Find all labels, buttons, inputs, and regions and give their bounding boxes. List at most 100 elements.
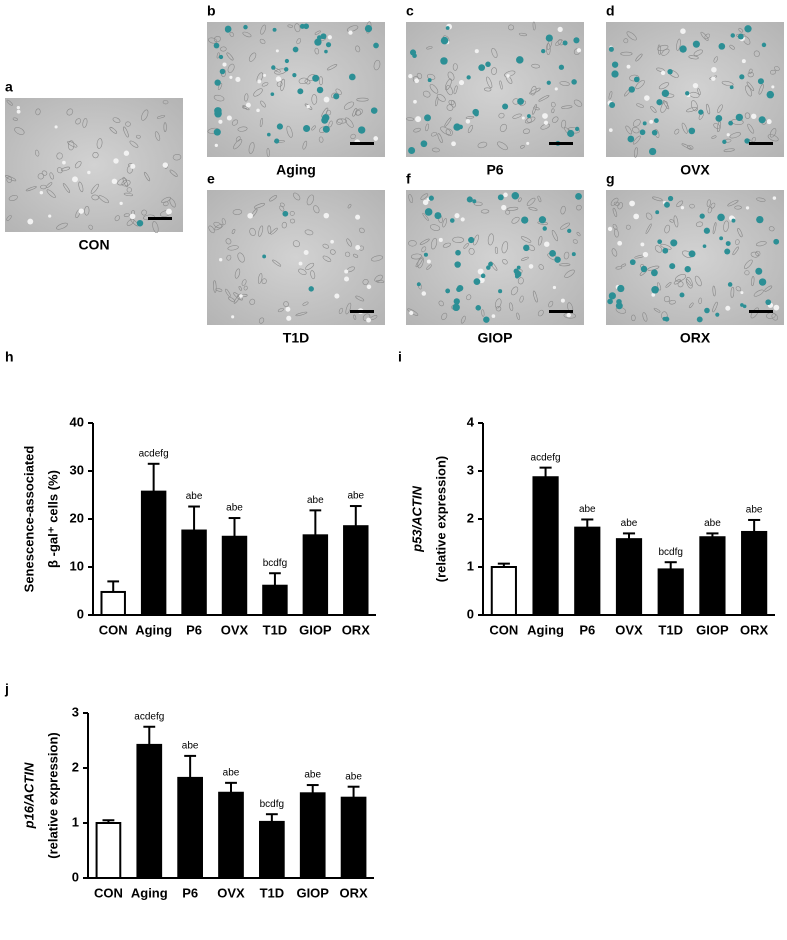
cell: [486, 76, 493, 89]
cell: [712, 222, 717, 235]
y-tick-label: 0: [77, 606, 84, 621]
cell: [522, 128, 531, 134]
stained-cell: [735, 113, 743, 122]
cell: [67, 141, 78, 148]
stained-cell: [485, 61, 491, 68]
cell: [62, 183, 71, 193]
cell: [516, 312, 520, 320]
significance-label: abe: [223, 767, 240, 778]
significance-label: abe: [182, 741, 199, 752]
bright-cell: [218, 119, 223, 124]
cell: [517, 277, 524, 285]
cell: [242, 105, 250, 111]
cell: [221, 218, 226, 225]
cell: [318, 76, 324, 86]
stained-cell: [573, 37, 580, 44]
panel-label: g: [606, 171, 615, 187]
stained-cell: [703, 227, 711, 234]
cell: [257, 273, 263, 284]
stained-cell: [292, 73, 297, 78]
cell: [229, 31, 234, 37]
cell: [353, 314, 357, 320]
cell: [561, 119, 567, 129]
bright-cell: [542, 113, 548, 119]
stained-cell: [562, 40, 568, 46]
stained-cell: [373, 42, 379, 49]
cell: [452, 63, 458, 71]
bright-cell: [348, 30, 353, 35]
bright-cell: [165, 208, 172, 215]
cell: [279, 205, 285, 212]
cell: [551, 229, 559, 242]
bright-cell: [344, 276, 350, 282]
cell: [163, 201, 169, 207]
y-axis-label: (relative expression): [45, 732, 60, 858]
cell: [645, 223, 652, 234]
cell: [704, 33, 711, 39]
cell: [551, 108, 555, 114]
cell: [441, 312, 448, 320]
cell: [498, 112, 505, 119]
stained-cell: [628, 86, 636, 93]
cell: [460, 315, 466, 324]
cell: [686, 106, 698, 113]
cell: [253, 88, 263, 97]
bright-cell: [330, 239, 334, 244]
cell: [241, 279, 247, 286]
cell: [463, 243, 469, 249]
bright-cell: [608, 128, 613, 132]
cell: [298, 268, 307, 275]
cell: [768, 226, 775, 232]
cell: [681, 122, 688, 134]
bright-cell: [72, 176, 78, 183]
cell: [217, 82, 223, 90]
stained-cell: [478, 64, 486, 71]
stained-cell: [715, 114, 723, 122]
cell: [706, 199, 711, 208]
stained-cell: [333, 93, 340, 100]
stained-cell: [655, 210, 660, 215]
cell: [635, 53, 643, 62]
cell: [426, 264, 432, 270]
bright-cell: [123, 150, 130, 156]
bright-cell: [773, 304, 780, 311]
stained-cell: [571, 252, 576, 257]
panel-caption: ORX: [680, 330, 711, 346]
cell: [335, 88, 342, 95]
bar: [140, 490, 167, 617]
cell: [235, 136, 241, 142]
stained-cell: [718, 43, 726, 50]
bar: [136, 743, 163, 880]
bright-cell: [229, 75, 233, 79]
cell: [530, 85, 537, 96]
significance-label: abe: [304, 770, 321, 781]
cell: [537, 235, 543, 246]
cell: [685, 278, 692, 287]
stained-cell: [704, 307, 710, 314]
cell: [748, 68, 753, 74]
cell: [707, 206, 713, 214]
x-tick-label: Aging: [135, 622, 172, 637]
significance-label: abe: [347, 491, 364, 502]
cell: [636, 103, 644, 108]
stained-cell: [696, 316, 703, 323]
cell: [509, 302, 514, 312]
stained-cell: [428, 195, 434, 201]
bright-cell: [454, 213, 460, 219]
stained-cell: [270, 92, 275, 97]
cell: [505, 209, 511, 215]
cell: [442, 242, 452, 248]
bright-cell: [771, 85, 775, 89]
bright-cell: [275, 76, 282, 82]
stained-cell: [773, 238, 780, 245]
cell: [651, 196, 663, 202]
cell: [415, 258, 423, 268]
cell: [358, 227, 365, 234]
stained-cell: [424, 208, 433, 216]
cell: [721, 80, 734, 87]
cell: [314, 30, 321, 35]
cell: [537, 195, 542, 203]
bright-cell: [298, 261, 303, 266]
cell: [242, 31, 252, 38]
cell: [408, 240, 417, 247]
